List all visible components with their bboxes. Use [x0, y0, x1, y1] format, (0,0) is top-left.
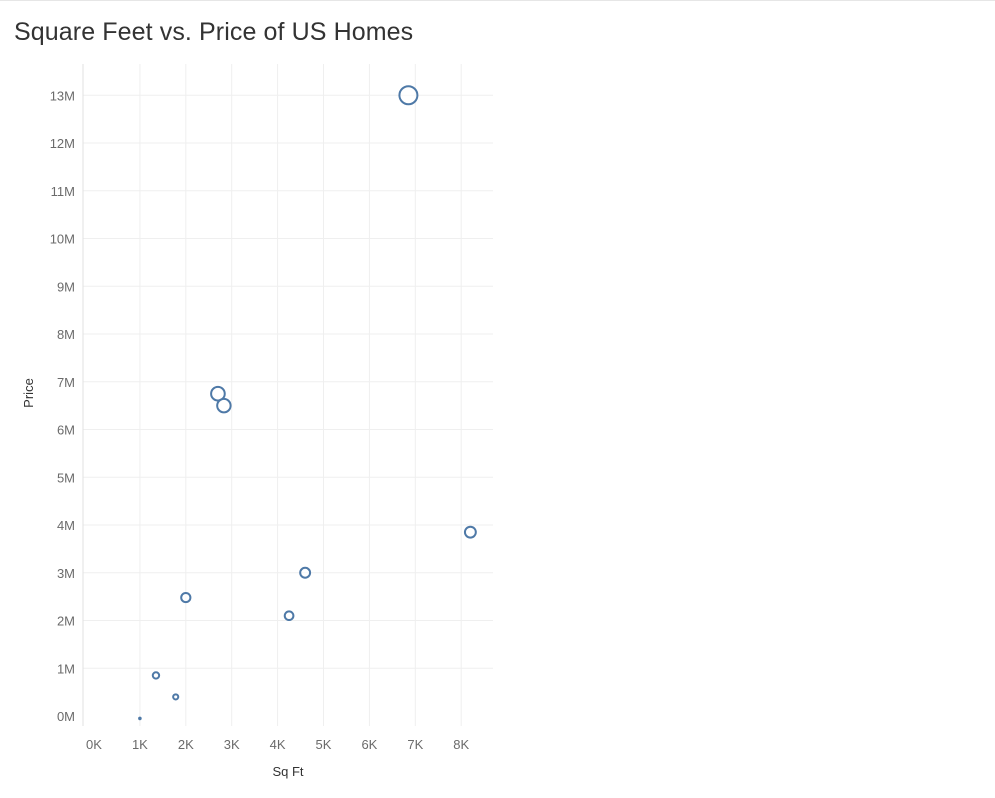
y-tick-label: 10M — [50, 232, 75, 247]
y-tick-label: 4M — [57, 518, 75, 533]
y-tick-label: 12M — [50, 136, 75, 151]
data-points — [138, 85, 477, 721]
top-divider — [0, 0, 995, 1]
chart-title: Square Feet vs. Price of US Homes — [14, 18, 414, 46]
y-tick-label: 0M — [57, 709, 75, 724]
x-tick-label: 5K — [316, 737, 332, 752]
x-tick-label: 2K — [178, 737, 194, 752]
y-tick-label: 1M — [57, 661, 75, 676]
data-point[interactable] — [216, 397, 232, 414]
y-tick-label: 5M — [57, 470, 75, 485]
x-axis-ticks: 0K 1K 2K 3K 4K 5K 6K 7K 8K — [86, 737, 469, 752]
data-point[interactable] — [172, 693, 180, 701]
x-tick-label: 8K — [453, 737, 469, 752]
y-axis-title[interactable]: Price — [21, 378, 36, 408]
y-tick-label: 3M — [57, 566, 75, 581]
x-axis-title[interactable]: Sq Ft — [272, 764, 303, 779]
data-point[interactable] — [463, 525, 477, 539]
x-tick-label: 7K — [407, 737, 423, 752]
x-tick-label: 1K — [132, 737, 148, 752]
x-tick-label: 0K — [86, 737, 102, 752]
y-tick-label: 13M — [50, 88, 75, 103]
data-point[interactable] — [180, 591, 192, 604]
x-tick-label: 6K — [361, 737, 377, 752]
y-tick-label: 9M — [57, 279, 75, 294]
data-point[interactable] — [151, 671, 161, 680]
data-point[interactable] — [283, 610, 295, 622]
y-tick-label: 8M — [57, 327, 75, 342]
x-tick-label: 3K — [224, 737, 240, 752]
y-tick-label: 7M — [57, 375, 75, 390]
x-tick-label: 4K — [270, 737, 286, 752]
y-tick-label: 2M — [57, 614, 75, 629]
data-point[interactable] — [138, 716, 142, 721]
data-point[interactable] — [210, 385, 226, 402]
data-point[interactable] — [398, 85, 419, 106]
data-point[interactable] — [299, 566, 312, 579]
grid-lines — [83, 64, 493, 726]
y-axis-ticks: 0M 1M 2M 3M 4M 5M 6M 7M 8M 9M 10M 11M 12M 13M — [50, 88, 75, 724]
y-tick-label: 6M — [57, 423, 75, 438]
y-tick-label: 11M — [51, 184, 75, 199]
